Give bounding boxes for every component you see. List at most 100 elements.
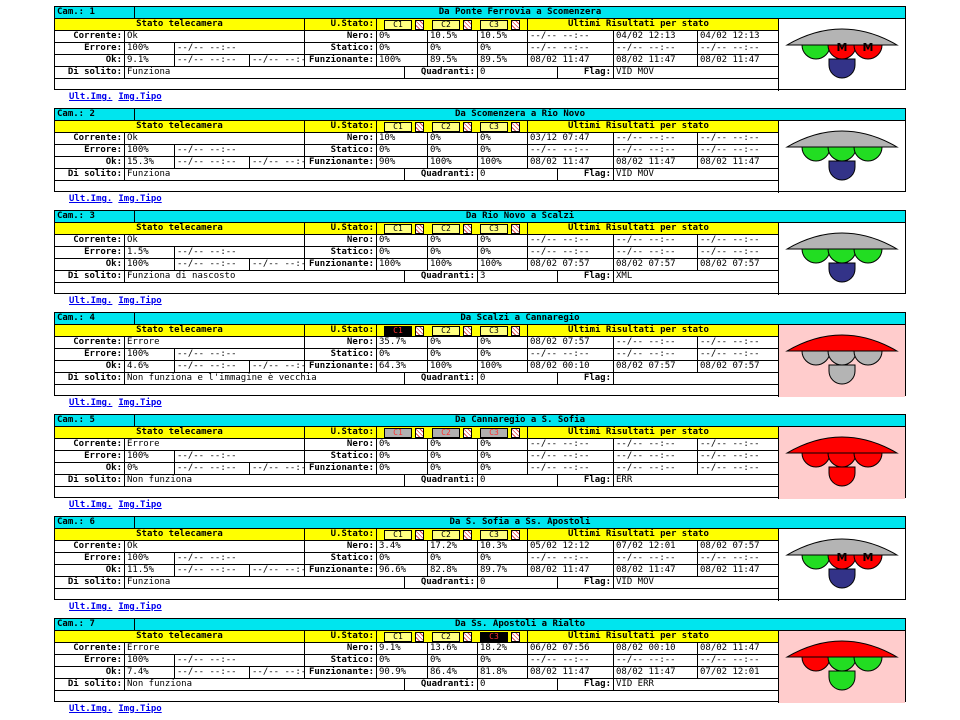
ok-time: --/-- --:-- bbox=[175, 55, 250, 67]
funz-c2: 89.5% bbox=[428, 55, 478, 67]
c3-indicator[interactable]: C3 bbox=[480, 530, 508, 540]
corrente-value: Errore bbox=[125, 439, 305, 451]
image-links: Ult.Img. Img.Tipo bbox=[69, 92, 168, 102]
lamp-c3 bbox=[853, 44, 883, 60]
di-solito-value: Funziona di nascosto bbox=[125, 271, 405, 283]
result-cell: --/-- --:-- bbox=[614, 43, 698, 55]
ult-img-link[interactable]: Ult.Img. bbox=[69, 602, 113, 612]
statico-c1: 0% bbox=[377, 145, 428, 157]
di-solito-value: Non funziona e l'immagine è vecchia bbox=[125, 373, 405, 385]
ult-img-link[interactable]: Ult.Img. bbox=[69, 296, 113, 306]
ult-img-link[interactable]: Ult.Img. bbox=[69, 194, 113, 204]
ult-img-link[interactable]: Ult.Img. bbox=[69, 398, 113, 408]
result-cell: --/-- --:-- bbox=[528, 463, 614, 475]
funz-c3: 89.5% bbox=[478, 55, 528, 67]
cam-label: Cam.: 2 bbox=[55, 109, 135, 121]
ok-time: --/-- --:-- bbox=[250, 55, 305, 67]
ok-label: Ok: bbox=[55, 259, 125, 271]
errore-time: --/-- --:-- bbox=[175, 655, 305, 667]
ok-time: --/-- --:-- bbox=[250, 463, 305, 475]
c2-hatch-icon bbox=[463, 428, 472, 438]
result-cell: 08/02 11:47 bbox=[614, 157, 698, 169]
result-cell: --/-- --:-- bbox=[698, 235, 779, 247]
c1-indicator[interactable]: C1 bbox=[384, 122, 412, 132]
c3-indicator[interactable]: C3 bbox=[480, 224, 508, 234]
nero-c1: 3.4% bbox=[377, 541, 428, 553]
corrente-label: Corrente: bbox=[55, 31, 125, 43]
ult-img-link[interactable]: Ult.Img. bbox=[69, 92, 113, 102]
img-tipo-link[interactable]: Img.Tipo bbox=[118, 398, 162, 408]
result-cell: 08/02 11:47 bbox=[698, 157, 779, 169]
c1-indicator[interactable]: C1 bbox=[384, 428, 412, 438]
result-cell: 03/12 07:47 bbox=[528, 133, 614, 145]
lamp-bottom bbox=[828, 466, 856, 487]
ult-img-link[interactable]: Ult.Img. bbox=[69, 704, 113, 714]
c1-hatch-icon bbox=[415, 224, 424, 234]
lamp-bottom bbox=[828, 568, 856, 589]
statico-c3: 0% bbox=[478, 247, 528, 259]
lamp-c3 bbox=[853, 248, 883, 264]
img-tipo-link[interactable]: Img.Tipo bbox=[118, 602, 162, 612]
c2-indicator[interactable]: C2 bbox=[432, 20, 460, 30]
statico-c1: 0% bbox=[377, 451, 428, 463]
ult-img-link[interactable]: Ult.Img. bbox=[69, 500, 113, 510]
cam-label: Cam.: 4 bbox=[55, 313, 135, 325]
c3-indicator[interactable]: C3 bbox=[480, 326, 508, 336]
c3-indicator[interactable]: C3 bbox=[480, 122, 508, 132]
c3-indicator[interactable]: C3 bbox=[480, 20, 508, 30]
c3-indicator[interactable]: C3 bbox=[480, 632, 508, 642]
c2-indicator[interactable]: C2 bbox=[432, 632, 460, 642]
ultimi-risultati-header: Ultimi Risultati per stato bbox=[528, 631, 779, 643]
quadranti-label: Quadranti: bbox=[405, 169, 478, 181]
c2-indicator[interactable]: C2 bbox=[432, 428, 460, 438]
flag-value: VID ERR bbox=[614, 679, 779, 691]
ok-value: 11.5% bbox=[125, 565, 175, 577]
c3-hatch-icon bbox=[511, 326, 520, 336]
c1-indicator[interactable]: C1 bbox=[384, 530, 412, 540]
ok-time: --/-- --:-- bbox=[175, 565, 250, 577]
img-tipo-link[interactable]: Img.Tipo bbox=[118, 92, 162, 102]
result-cell: --/-- --:-- bbox=[528, 655, 614, 667]
funzionante-label: Funzionante: bbox=[305, 55, 377, 67]
errore-value: 100% bbox=[125, 43, 175, 55]
camera-block-1: Cam.: 1 Da Ponte Ferrovia a Scomenzera S… bbox=[54, 6, 906, 108]
statico-label: Statico: bbox=[305, 349, 377, 361]
u-stato-header: U.Stato: bbox=[305, 427, 377, 439]
c2-indicator[interactable]: C2 bbox=[432, 224, 460, 234]
result-cell: --/-- --:-- bbox=[614, 145, 698, 157]
img-tipo-link[interactable]: Img.Tipo bbox=[118, 704, 162, 714]
c1-hatch-icon bbox=[415, 122, 424, 132]
result-cell: --/-- --:-- bbox=[614, 133, 698, 145]
img-tipo-link[interactable]: Img.Tipo bbox=[118, 500, 162, 510]
nero-c3: 0% bbox=[478, 337, 528, 349]
lamp-c3 bbox=[853, 146, 883, 162]
u-stato-header: U.Stato: bbox=[305, 631, 377, 643]
funz-c3: 100% bbox=[478, 361, 528, 373]
errore-time: --/-- --:-- bbox=[175, 247, 305, 259]
c1-indicator[interactable]: C1 bbox=[384, 632, 412, 642]
c2-indicator[interactable]: C2 bbox=[432, 122, 460, 132]
funz-c2: 100% bbox=[428, 361, 478, 373]
c3-indicator[interactable]: C3 bbox=[480, 428, 508, 438]
img-tipo-link[interactable]: Img.Tipo bbox=[118, 296, 162, 306]
nero-c2: 0% bbox=[428, 133, 478, 145]
result-cell: --/-- --:-- bbox=[528, 235, 614, 247]
img-tipo-link[interactable]: Img.Tipo bbox=[118, 194, 162, 204]
c1-indicator[interactable]: C1 bbox=[384, 326, 412, 336]
ultimi-risultati-header: Ultimi Risultati per stato bbox=[528, 121, 779, 133]
c1-indicator[interactable]: C1 bbox=[384, 224, 412, 234]
result-cell: --/-- --:-- bbox=[614, 463, 698, 475]
c2-indicator[interactable]: C2 bbox=[432, 326, 460, 336]
lamp-hood bbox=[785, 130, 899, 148]
result-cell: 08/02 07:57 bbox=[528, 259, 614, 271]
c3-hatch-icon bbox=[511, 530, 520, 540]
lamp-hood bbox=[785, 640, 899, 658]
result-cell: 08/02 11:47 bbox=[614, 565, 698, 577]
result-cell: 08/02 00:10 bbox=[614, 643, 698, 655]
c1-indicator[interactable]: C1 bbox=[384, 20, 412, 30]
errore-time: --/-- --:-- bbox=[175, 145, 305, 157]
channel-indicators: C1 C2 C3 bbox=[377, 325, 528, 337]
ok-label: Ok: bbox=[55, 463, 125, 475]
ultimi-risultati-header: Ultimi Risultati per stato bbox=[528, 325, 779, 337]
c2-indicator[interactable]: C2 bbox=[432, 530, 460, 540]
